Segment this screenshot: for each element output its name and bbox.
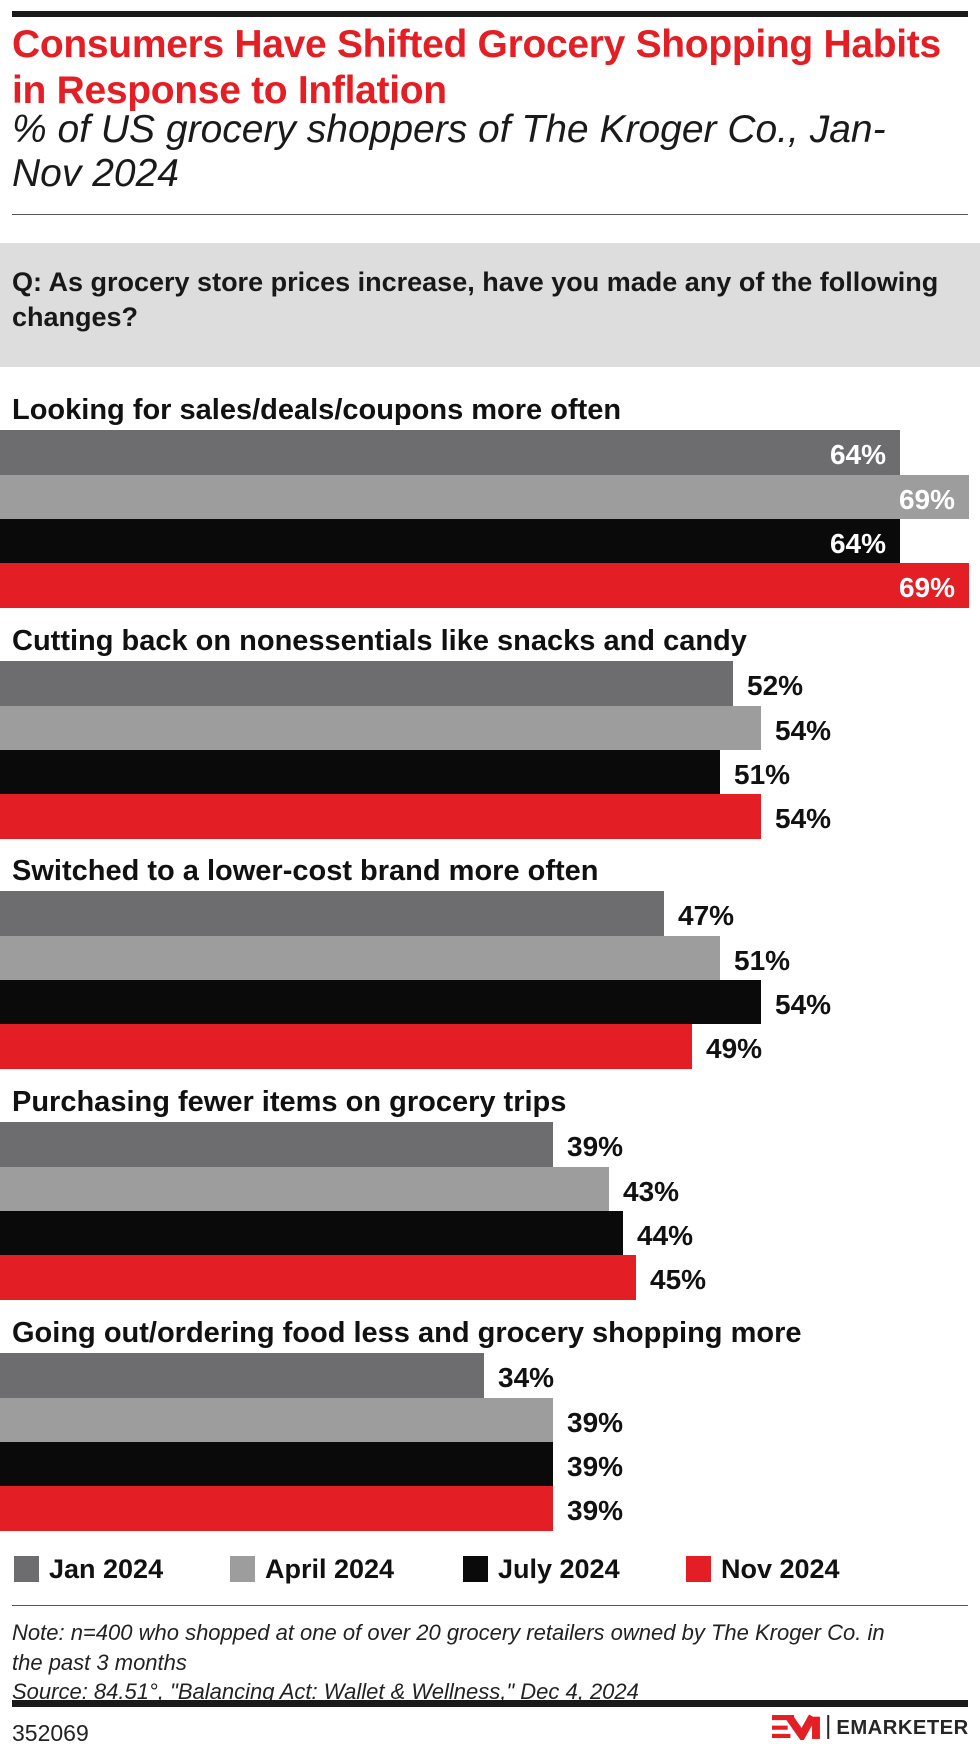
svg-text:EMARKETER: EMARKETER [836, 1717, 968, 1739]
